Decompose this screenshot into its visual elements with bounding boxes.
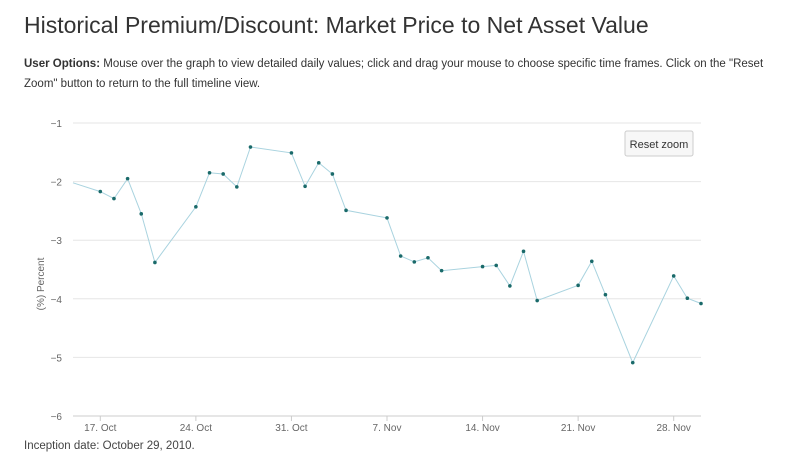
user-options-label: User Options: (24, 58, 101, 70)
data-point[interactable] (316, 161, 321, 165)
reset-zoom-button-label[interactable]: Reset zoom (630, 139, 689, 151)
x-tick-label: 24. Oct (180, 423, 212, 434)
reset-zoom-button-background[interactable] (624, 130, 694, 157)
data-point[interactable] (153, 260, 157, 265)
premium-discount-chart[interactable]: −1 −2 −3 −4 −5 −6 17. Oct 24. Oct 31. Oct 7. Nov 1… (0, 100, 800, 440)
data-point[interactable] (344, 208, 348, 213)
data-point[interactable] (699, 301, 703, 306)
user-options-description: Mouse over the graph to view detailed da… (24, 58, 764, 90)
data-point[interactable] (330, 172, 335, 176)
data-point[interactable] (685, 296, 690, 301)
data-point[interactable] (125, 176, 130, 181)
x-tick-label: 28. Nov (656, 423, 690, 434)
data-point[interactable] (521, 249, 526, 254)
chart-axes: −1 −2 −3 −4 −5 −6 17. Oct 24. Oct 31. Oct 7. Nov 1… (51, 119, 701, 434)
y-tick-label: −5 (51, 353, 63, 364)
y-tick-label: −1 (51, 119, 63, 130)
page-title: Historical Premium/Discount: Market Pric… (24, 12, 649, 38)
data-point[interactable] (508, 284, 512, 288)
data-point[interactable] (603, 292, 608, 297)
y-tick-label: −2 (51, 178, 63, 189)
data-point[interactable] (139, 212, 144, 216)
data-point[interactable] (303, 184, 307, 189)
data-point[interactable] (576, 283, 580, 288)
data-point[interactable] (221, 172, 225, 176)
data-point[interactable] (235, 185, 239, 189)
x-tick-label: 7. Nov (373, 423, 402, 434)
y-axis-title: (%) Percent (36, 257, 47, 310)
data-point[interactable] (426, 255, 430, 260)
data-point[interactable] (385, 216, 389, 220)
x-tick-label: 21. Nov (561, 423, 595, 434)
data-point[interactable] (112, 196, 116, 201)
data-point[interactable] (207, 171, 212, 175)
data-point[interactable] (194, 204, 198, 209)
x-tick-label: 17. Oct (84, 423, 116, 434)
reset-zoom-button[interactable]: Reset zoom (624, 130, 694, 157)
chart-grid (73, 122, 701, 358)
data-point[interactable] (248, 145, 253, 149)
data-point[interactable] (439, 268, 444, 273)
data-point[interactable] (412, 260, 417, 264)
data-point[interactable] (535, 298, 539, 303)
x-tick-label: 31. Oct (275, 423, 307, 434)
data-point[interactable] (589, 259, 594, 264)
data-point[interactable] (480, 264, 485, 269)
inception-date: Inception date: October 29, 2010. (24, 440, 195, 452)
chart-series[interactable] (72, 145, 703, 365)
y-tick-label: −4 (51, 295, 63, 306)
x-tick-label: 14. Nov (465, 423, 499, 434)
series-line (72, 146, 702, 364)
user-options-text: User Options: Mouse over the graph to vi… (24, 54, 784, 94)
y-tick-label: −6 (51, 412, 63, 423)
y-tick-label: −3 (51, 236, 63, 247)
data-point[interactable] (398, 254, 403, 258)
data-point[interactable] (494, 263, 499, 268)
data-point[interactable] (98, 189, 103, 194)
data-point[interactable] (671, 274, 676, 278)
data-point[interactable] (289, 151, 294, 155)
data-point[interactable] (630, 360, 635, 365)
